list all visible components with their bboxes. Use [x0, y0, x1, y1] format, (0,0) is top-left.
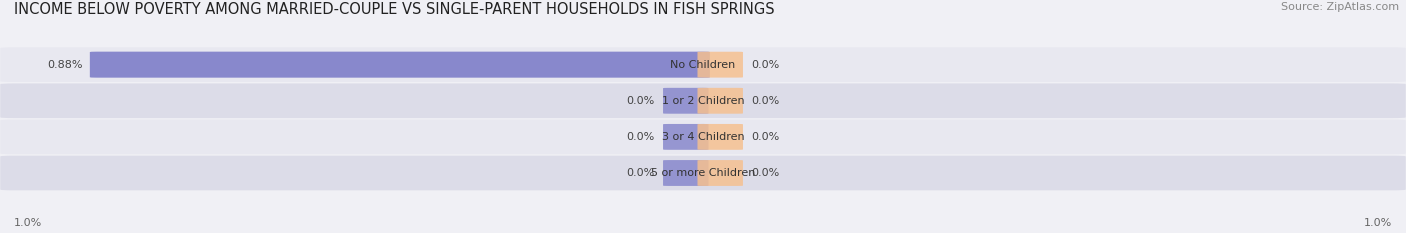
FancyBboxPatch shape — [664, 160, 709, 186]
FancyBboxPatch shape — [697, 160, 742, 186]
Text: 1.0%: 1.0% — [1364, 218, 1392, 228]
FancyBboxPatch shape — [0, 120, 1406, 154]
Text: 0.0%: 0.0% — [751, 96, 779, 106]
FancyBboxPatch shape — [697, 124, 742, 150]
Text: 3 or 4 Children: 3 or 4 Children — [662, 132, 744, 142]
Text: 0.0%: 0.0% — [751, 168, 779, 178]
FancyBboxPatch shape — [0, 83, 1406, 118]
FancyBboxPatch shape — [90, 52, 710, 78]
Text: 0.0%: 0.0% — [627, 132, 655, 142]
Text: 5 or more Children: 5 or more Children — [651, 168, 755, 178]
FancyBboxPatch shape — [664, 124, 709, 150]
Text: 0.0%: 0.0% — [751, 60, 779, 70]
Text: 0.0%: 0.0% — [627, 168, 655, 178]
FancyBboxPatch shape — [664, 88, 709, 114]
FancyBboxPatch shape — [0, 156, 1406, 190]
FancyBboxPatch shape — [697, 88, 742, 114]
Text: 0.0%: 0.0% — [751, 132, 779, 142]
Text: 1.0%: 1.0% — [14, 218, 42, 228]
FancyBboxPatch shape — [0, 47, 1406, 82]
Text: 0.0%: 0.0% — [627, 96, 655, 106]
Text: 1 or 2 Children: 1 or 2 Children — [662, 96, 744, 106]
Text: INCOME BELOW POVERTY AMONG MARRIED-COUPLE VS SINGLE-PARENT HOUSEHOLDS IN FISH SP: INCOME BELOW POVERTY AMONG MARRIED-COUPL… — [14, 2, 775, 17]
FancyBboxPatch shape — [697, 52, 742, 78]
Text: Source: ZipAtlas.com: Source: ZipAtlas.com — [1281, 2, 1399, 12]
Text: No Children: No Children — [671, 60, 735, 70]
Text: 0.88%: 0.88% — [48, 60, 83, 70]
